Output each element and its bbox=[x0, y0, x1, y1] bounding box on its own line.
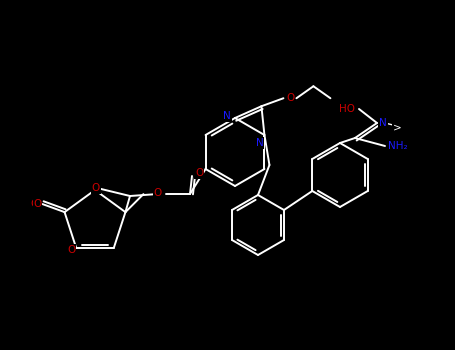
Text: N: N bbox=[223, 111, 231, 121]
Text: NH₂: NH₂ bbox=[388, 141, 408, 151]
Text: >: > bbox=[393, 122, 401, 132]
Text: N: N bbox=[379, 118, 387, 128]
Text: O: O bbox=[286, 93, 294, 103]
Text: O: O bbox=[92, 183, 100, 193]
Text: O: O bbox=[33, 199, 42, 209]
Text: NH₂: NH₂ bbox=[388, 141, 408, 151]
Text: O: O bbox=[67, 245, 76, 255]
Text: O: O bbox=[67, 245, 76, 255]
Text: O: O bbox=[92, 183, 100, 193]
Text: O: O bbox=[286, 93, 294, 103]
Text: HO: HO bbox=[339, 104, 355, 114]
Text: N: N bbox=[379, 118, 387, 128]
Text: O: O bbox=[195, 168, 203, 178]
Text: N: N bbox=[256, 138, 263, 148]
Text: HO: HO bbox=[339, 104, 355, 114]
Text: O: O bbox=[30, 199, 39, 209]
Text: N: N bbox=[256, 138, 263, 148]
Text: O: O bbox=[154, 188, 162, 198]
Text: O: O bbox=[33, 199, 42, 209]
Text: N: N bbox=[223, 111, 231, 121]
Text: O: O bbox=[154, 188, 162, 198]
Text: O: O bbox=[195, 168, 203, 178]
